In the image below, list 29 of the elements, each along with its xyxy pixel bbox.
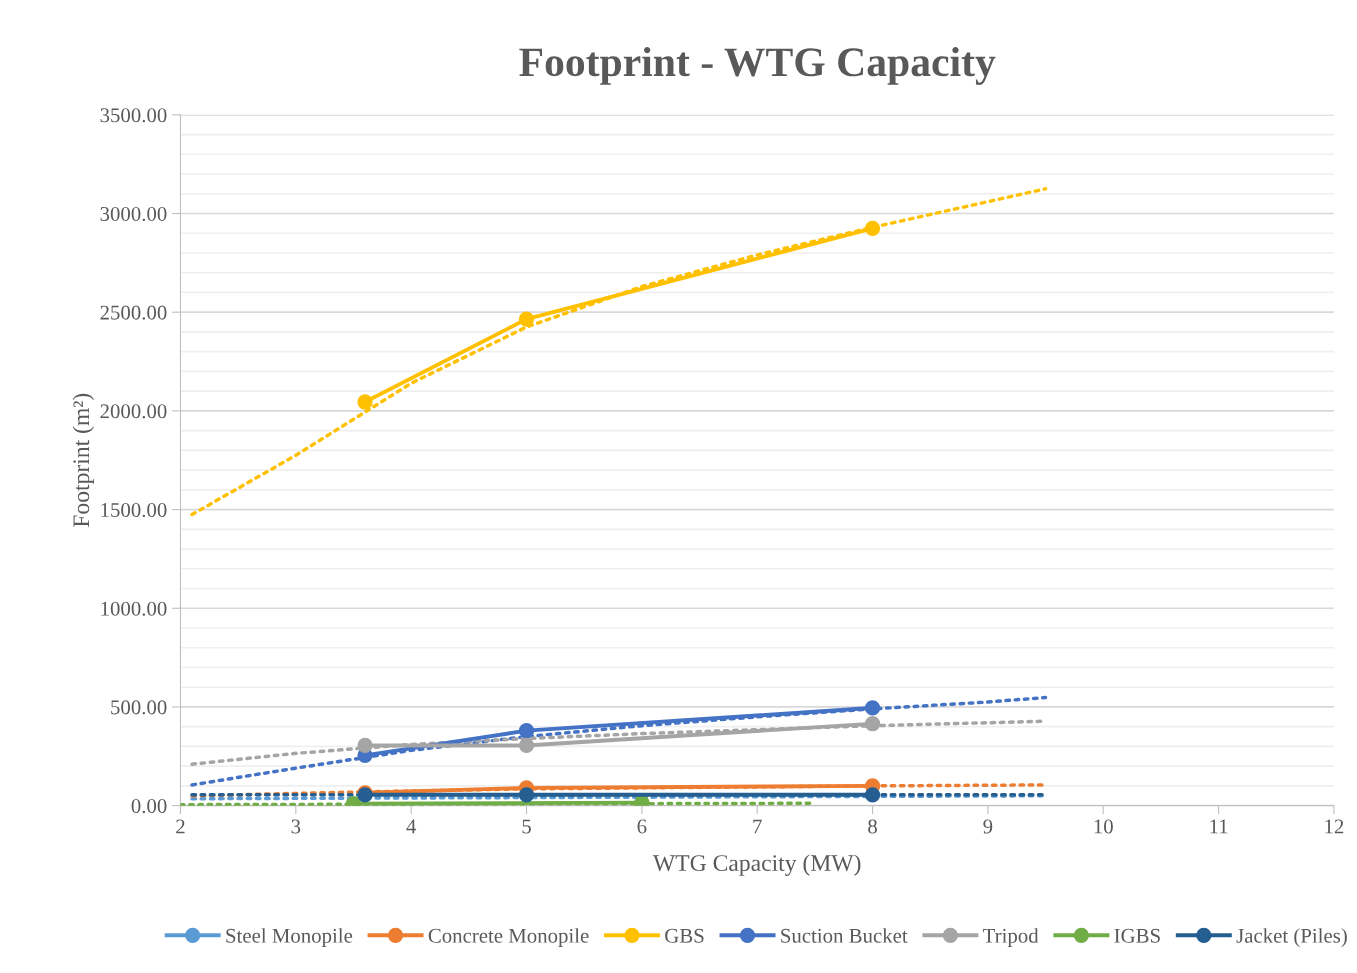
x-tick-label: 5 [522,819,531,834]
chart-title: Footprint - WTG Capacity [519,47,996,85]
legend-label: GBS [665,928,704,943]
x-tick-label: 11 [1210,819,1228,834]
y-tick-label: 3500.00 [100,108,167,123]
legend-label: Suction Bucket [781,928,908,943]
legend-label: IGBS [1114,928,1160,943]
legend-label: Jacket (Piles) [1236,928,1347,948]
x-tick-label: 6 [637,819,647,834]
legend-label: Tripod [983,928,1039,948]
y-axis-title: Footprint (m²) [72,393,95,528]
y-tick-label: 1000.00 [101,601,167,616]
y-tick-label: 500.00 [111,700,167,715]
legend-label: Concrete Monopile [428,928,589,948]
x-tick-label: 9 [983,819,993,834]
y-tick-label: 3000.00 [100,206,167,222]
x-tick-label: 3 [291,819,301,834]
y-tick-label: 2000.00 [100,404,167,419]
x-tick-label: 10 [1094,819,1113,834]
legend-label: Steel Monopile [226,928,353,948]
x-tick-label: 4 [406,819,417,834]
y-tick-label: 1500.00 [101,502,167,518]
y-tick-label: 0.00 [131,799,167,814]
x-tick-label: 7 [753,819,762,834]
x-tick-label: 8 [868,819,877,834]
x-tick-label: 12 [1325,819,1344,834]
x-tick-label: 2 [176,819,185,834]
x-axis-title: WTG Capacity (MW) [652,854,861,876]
y-tick-label: 2500.00 [100,305,167,320]
